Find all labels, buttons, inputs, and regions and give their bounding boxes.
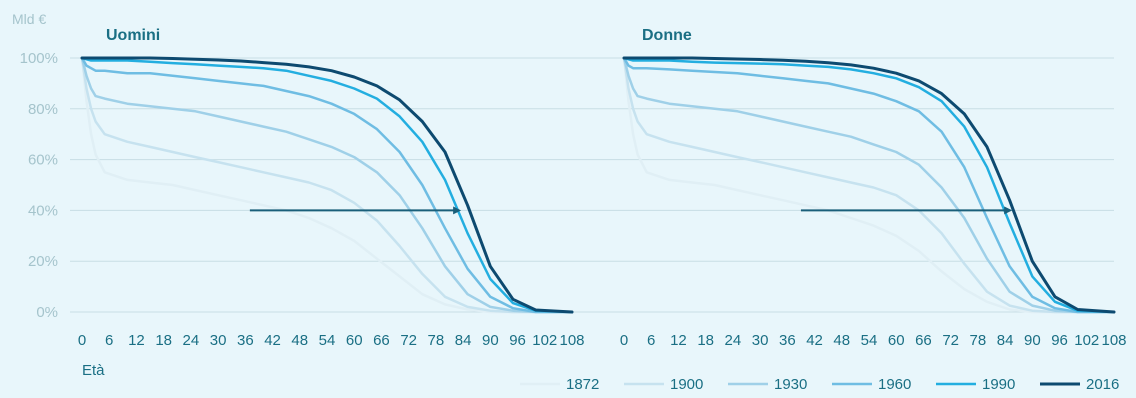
x-tick-label: 0	[620, 332, 628, 349]
y-unit-label: Mld €	[12, 11, 46, 27]
y-tick-label: 20%	[28, 253, 58, 270]
series-line-uomini-2016	[80, 56, 574, 314]
x-tick-label: 66	[373, 332, 390, 349]
x-tick-label: 72	[942, 332, 959, 349]
panel-title-donne: Donne	[642, 27, 692, 44]
x-tick-label: 30	[210, 332, 227, 349]
x-tick-label: 60	[888, 332, 905, 349]
x-tick-label: 12	[670, 332, 687, 349]
x-tick-label: 30	[752, 332, 769, 349]
x-tick-label: 96	[1051, 332, 1068, 349]
x-tick-label: 0	[78, 332, 86, 349]
x-tick-label: 42	[806, 332, 823, 349]
legend-label-1990: 1990	[982, 376, 1015, 393]
x-tick-label: 18	[155, 332, 172, 349]
x-tick-label: 24	[725, 332, 742, 349]
x-tick-label: 54	[319, 332, 336, 349]
x-tick-label: 6	[105, 332, 113, 349]
legend-label-2016: 2016	[1086, 376, 1119, 393]
x-tick-label: 36	[237, 332, 254, 349]
series-line-uomini-1990	[80, 56, 574, 314]
legend-label-1930: 1930	[774, 376, 807, 393]
x-tick-label: 108	[559, 332, 584, 349]
series-line-donne-1930	[622, 56, 1116, 314]
series-line-donne-2016	[622, 56, 1116, 314]
x-tick-label: 78	[428, 332, 445, 349]
x-tick-label: 66	[915, 332, 932, 349]
series-line-uomini-1900	[80, 56, 574, 314]
legend-label-1960: 1960	[878, 376, 911, 393]
legend-label-1872: 1872	[566, 376, 599, 393]
x-tick-label: 90	[1024, 332, 1041, 349]
x-tick-label: 54	[861, 332, 878, 349]
series-line-uomini-1930	[80, 56, 574, 314]
y-tick-label: 100%	[20, 50, 58, 67]
x-tick-label: 12	[128, 332, 145, 349]
y-tick-label: 60%	[28, 152, 58, 169]
legend-label-1900: 1900	[670, 376, 703, 393]
x-tick-label: 78	[970, 332, 987, 349]
x-tick-label: 18	[697, 332, 714, 349]
series-line-donne-1960	[622, 56, 1116, 314]
y-tick-label: 0%	[36, 304, 58, 321]
series-line-uomini-1872	[80, 56, 574, 314]
x-tick-label: 84	[455, 332, 472, 349]
x-tick-label: 48	[291, 332, 308, 349]
x-tick-label: 60	[346, 332, 363, 349]
x-axis-title: Età	[82, 362, 105, 379]
panel-title-uomini: Uomini	[106, 27, 160, 44]
x-tick-label: 42	[264, 332, 281, 349]
x-tick-label: 6	[647, 332, 655, 349]
x-tick-label: 36	[779, 332, 796, 349]
x-tick-label: 24	[183, 332, 200, 349]
x-tick-label: 72	[400, 332, 417, 349]
x-tick-label: 102	[1074, 332, 1099, 349]
x-tick-label: 96	[509, 332, 526, 349]
x-tick-label: 102	[532, 332, 557, 349]
y-tick-label: 40%	[28, 202, 58, 219]
x-tick-label: 84	[997, 332, 1014, 349]
x-tick-label: 90	[482, 332, 499, 349]
y-tick-label: 80%	[28, 101, 58, 118]
series-line-donne-1900	[622, 56, 1116, 314]
series-line-uomini-1960	[80, 56, 574, 314]
series-line-donne-1990	[622, 56, 1116, 314]
x-tick-label: 48	[833, 332, 850, 349]
x-tick-label: 108	[1101, 332, 1126, 349]
